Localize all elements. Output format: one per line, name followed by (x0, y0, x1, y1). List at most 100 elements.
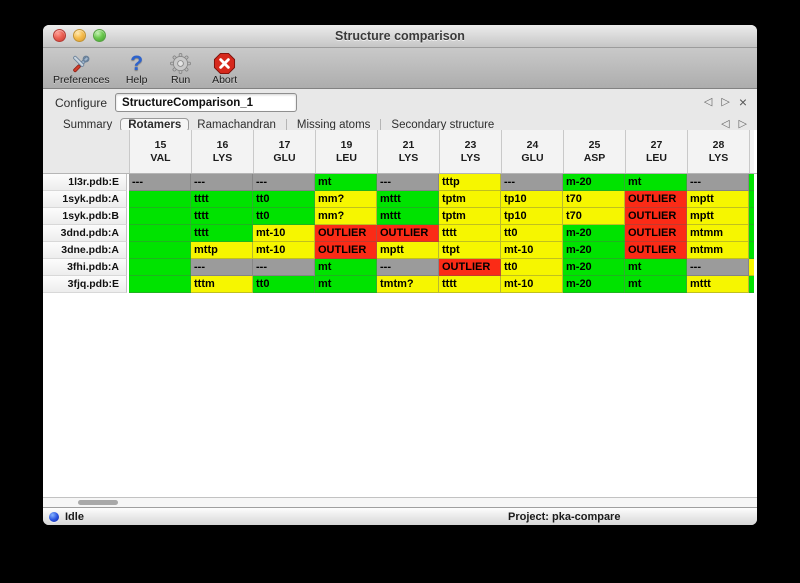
rotamer-cell[interactable]: mm? (315, 191, 377, 208)
rotamer-cell[interactable]: ttpt (439, 242, 501, 259)
column-header-19[interactable]: 19 LEU (315, 130, 377, 173)
rotamer-cell[interactable]: mt (315, 259, 377, 276)
rotamer-cell[interactable]: tttt (191, 208, 253, 225)
rotamer-cell[interactable]: mtmm (687, 242, 749, 259)
rotamer-cell[interactable]: --- (501, 174, 563, 191)
prev-configuration-arrow[interactable]: ◁ (703, 96, 713, 108)
rotamer-cell[interactable]: mttt (377, 208, 439, 225)
rotamer-cell[interactable]: m-20 (563, 276, 625, 293)
rotamer-cell[interactable]: OUTLIER (625, 225, 687, 242)
help-button[interactable]: ? Help (120, 52, 154, 86)
tab-secondary-structure[interactable]: Secondary structure (391, 118, 495, 131)
tab-missing-atoms[interactable]: Missing atoms (296, 118, 371, 131)
rotamer-cell[interactable]: mt (315, 276, 377, 293)
row-header-3dne.pdb:A[interactable]: 3dne.pdb:A (43, 242, 127, 259)
rotamer-cell[interactable]: mptt (687, 191, 749, 208)
row-header-3fhi.pdb:A[interactable]: 3fhi.pdb:A (43, 259, 127, 276)
rotamer-cell[interactable]: tt0 (501, 225, 563, 242)
rotamer-cell[interactable]: OUTLIER (625, 191, 687, 208)
rotamer-cell[interactable]: m-20 (563, 225, 625, 242)
horizontal-scrollbar-thumb[interactable] (78, 500, 118, 505)
rotamer-cell[interactable]: mt-10 (253, 242, 315, 259)
row-header-1syk.pdb:B[interactable]: 1syk.pdb:B (43, 208, 127, 225)
rotamer-cell[interactable]: OUTLIER (625, 208, 687, 225)
rotamer-cell[interactable]: --- (129, 174, 191, 191)
rotamer-cell[interactable]: mt-10 (253, 225, 315, 242)
rotamer-cell[interactable]: mt-10 (501, 242, 563, 259)
rotamer-cell[interactable]: m-20 (563, 242, 625, 259)
rotamer-cell[interactable]: t70 (563, 191, 625, 208)
title-bar[interactable]: Structure comparison (43, 25, 757, 48)
horizontal-scrollbar[interactable] (43, 497, 757, 507)
rotamer-cell[interactable]: --- (253, 174, 315, 191)
rotamer-cell[interactable]: OUTLIER (439, 259, 501, 276)
column-header-27[interactable]: 27 LEU (625, 130, 687, 173)
rotamer-cell[interactable]: --- (253, 259, 315, 276)
rotamer-cell[interactable]: --- (687, 259, 749, 276)
rotamer-cell[interactable]: mt (315, 174, 377, 191)
column-header-25[interactable]: 25 ASP (563, 130, 625, 173)
rotamer-cell[interactable]: mtmm (687, 225, 749, 242)
run-button[interactable]: Run (164, 52, 198, 86)
rotamer-cell[interactable]: --- (687, 174, 749, 191)
rotamer-cell[interactable] (129, 208, 191, 225)
close-configuration-icon[interactable]: × (738, 94, 747, 110)
column-header-23[interactable]: 23 LYS (439, 130, 501, 173)
rotamer-cell[interactable]: mttt (687, 276, 749, 293)
rotamer-cell[interactable]: tttm (191, 276, 253, 293)
column-header-17[interactable]: 17 GLU (253, 130, 315, 173)
rotamer-cell[interactable] (129, 276, 191, 293)
configure-name-input[interactable] (115, 93, 298, 112)
next-configuration-arrow[interactable]: ▷ (721, 96, 730, 108)
rotamer-cell[interactable]: tt0 (253, 276, 315, 293)
minimize-window-button[interactable] (73, 29, 86, 42)
rotamer-cell[interactable]: --- (377, 174, 439, 191)
close-window-button[interactable] (53, 29, 66, 42)
rotamer-cell[interactable]: m-20 (563, 174, 625, 191)
row-header-3dnd.pdb:A[interactable]: 3dnd.pdb:A (43, 225, 127, 242)
prev-tab-arrow[interactable]: ◁ (721, 118, 730, 130)
rotamer-cell[interactable]: --- (191, 174, 253, 191)
rotamer-cell[interactable]: --- (191, 259, 253, 276)
rotamer-cell[interactable]: mptt (687, 208, 749, 225)
rotamer-cell[interactable]: mt (625, 276, 687, 293)
tab-summary[interactable]: Summary (63, 118, 113, 131)
rotamer-cell[interactable]: tptm (439, 191, 501, 208)
abort-button[interactable]: Abort (208, 52, 242, 86)
rotamer-cell[interactable]: t70 (563, 208, 625, 225)
rotamer-cell[interactable]: tttp (439, 174, 501, 191)
next-tab-arrow[interactable]: ▷ (738, 118, 747, 130)
rotamer-cell[interactable] (129, 225, 191, 242)
rotamer-cell[interactable]: mptt (377, 242, 439, 259)
zoom-window-button[interactable] (93, 29, 106, 42)
rotamer-cell[interactable]: tp10 (501, 191, 563, 208)
rotamer-cell[interactable]: tt0 (253, 191, 315, 208)
rotamer-cell[interactable]: tttt (439, 225, 501, 242)
rotamer-cell[interactable]: m-20 (563, 259, 625, 276)
rotamer-cell[interactable]: mt (625, 259, 687, 276)
rotamer-cell[interactable]: mttp (191, 242, 253, 259)
row-header-1syk.pdb:A[interactable]: 1syk.pdb:A (43, 191, 127, 208)
rotamer-cell[interactable]: tttt (439, 276, 501, 293)
row-header-1l3r.pdb:E[interactable]: 1l3r.pdb:E (43, 174, 127, 191)
rotamer-cell[interactable]: mt (625, 174, 687, 191)
column-header-28[interactable]: 28 LYS (687, 130, 749, 173)
column-header-21[interactable]: 21 LYS (377, 130, 439, 173)
rotamer-cell[interactable]: tt0 (501, 259, 563, 276)
rotamer-cell[interactable]: mm? (315, 208, 377, 225)
rotamer-cell[interactable]: tmtm? (377, 276, 439, 293)
preferences-button[interactable]: Preferences (53, 52, 110, 86)
rotamer-cell[interactable]: mttt (377, 191, 439, 208)
rotamer-cell[interactable]: --- (377, 259, 439, 276)
column-header-24[interactable]: 24 GLU (501, 130, 563, 173)
rotamer-cell[interactable] (129, 191, 191, 208)
rotamer-cell[interactable]: tttt (191, 225, 253, 242)
rotamer-cell[interactable]: tp10 (501, 208, 563, 225)
rotamer-cell[interactable]: OUTLIER (377, 225, 439, 242)
rotamer-cell[interactable]: OUTLIER (315, 225, 377, 242)
rotamer-cell[interactable]: mt-10 (501, 276, 563, 293)
rotamer-cell[interactable]: tttt (191, 191, 253, 208)
rotamer-cell[interactable] (129, 242, 191, 259)
tab-ramachandran[interactable]: Ramachandran (197, 118, 276, 131)
rotamer-cell[interactable] (129, 259, 191, 276)
